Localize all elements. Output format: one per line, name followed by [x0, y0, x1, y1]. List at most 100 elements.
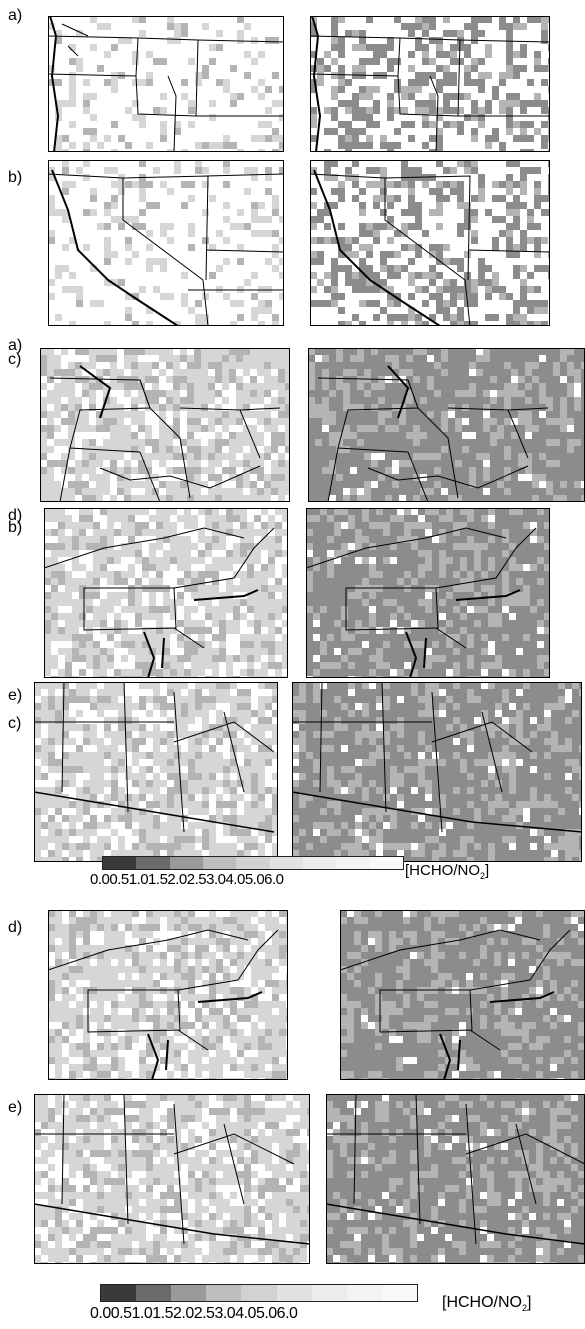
- ratio-cell: [240, 599, 247, 606]
- ratio-cell: [481, 543, 488, 550]
- ratio-cell: [541, 30, 548, 37]
- ratio-cell: [364, 474, 371, 481]
- ratio-cell: [469, 495, 476, 502]
- ratio-cell: [202, 696, 209, 703]
- ratio-cell: [397, 669, 404, 676]
- ratio-cell: [429, 265, 436, 272]
- ratio-cell: [322, 460, 329, 467]
- ratio-cell: [310, 121, 317, 128]
- ratio-cell: [418, 564, 425, 571]
- ratio-cell: [48, 682, 55, 689]
- ratio-cell: [399, 453, 406, 460]
- ratio-cell: [539, 453, 546, 460]
- ratio-cell: [243, 439, 250, 446]
- ratio-cell: [551, 682, 558, 689]
- ratio-cell: [100, 529, 107, 536]
- ratio-cell: [497, 348, 504, 355]
- ratio-cell: [247, 578, 254, 585]
- ratio-cell: [132, 79, 139, 86]
- ratio-cell: [68, 397, 75, 404]
- ratio-cell: [160, 128, 167, 135]
- ratio-cell: [121, 592, 128, 599]
- ratio-cell: [334, 515, 341, 522]
- ratio-cell: [184, 606, 191, 613]
- ratio-cell: [439, 717, 446, 724]
- ratio-cell: [420, 369, 427, 376]
- ratio-cell: [62, 160, 69, 167]
- ratio-cell: [523, 508, 530, 515]
- ratio-cell: [441, 348, 448, 355]
- ratio-cell: [408, 314, 415, 321]
- ratio-cell: [546, 383, 553, 390]
- ratio-cell: [258, 682, 265, 689]
- ratio-cell: [34, 843, 41, 850]
- ratio-cell: [308, 481, 315, 488]
- ratio-cell: [209, 773, 216, 780]
- ratio-cell: [499, 181, 506, 188]
- ratio-cell: [502, 710, 509, 717]
- ratio-cell: [404, 703, 411, 710]
- ratio-cell: [44, 508, 51, 515]
- ratio-cell: [376, 676, 383, 678]
- ratio-cell: [488, 585, 495, 592]
- ratio-cell: [457, 321, 464, 326]
- ratio-cell: [376, 682, 383, 689]
- ratio-cell: [404, 620, 411, 627]
- ratio-cell: [432, 578, 439, 585]
- ratio-cell: [237, 829, 244, 836]
- ratio-cell: [469, 460, 476, 467]
- ratio-cell: [523, 557, 530, 564]
- ratio-cell: [401, 181, 408, 188]
- ratio-cell: [348, 710, 355, 717]
- ratio-cell: [188, 773, 195, 780]
- ratio-cell: [142, 606, 149, 613]
- ratio-cell: [272, 321, 279, 326]
- ratio-cell: [357, 495, 364, 502]
- ratio-cell: [41, 808, 48, 815]
- ratio-cell: [271, 488, 278, 495]
- ratio-cell: [93, 655, 100, 662]
- ratio-cell: [138, 397, 145, 404]
- ratio-cell: [411, 557, 418, 564]
- ratio-cell: [525, 460, 532, 467]
- ratio-cell: [275, 662, 282, 669]
- ratio-cell: [79, 620, 86, 627]
- ratio-cell: [516, 620, 523, 627]
- ratio-cell: [107, 557, 114, 564]
- ratio-cell: [478, 16, 485, 23]
- ratio-cell: [511, 411, 518, 418]
- ratio-cell: [139, 30, 146, 37]
- ratio-cell: [324, 65, 331, 72]
- ratio-cell: [350, 383, 357, 390]
- map-northeast-left: [44, 508, 288, 678]
- ratio-cell: [439, 655, 446, 662]
- ratio-cell: [520, 265, 527, 272]
- ratio-cell: [264, 418, 271, 425]
- ratio-cell: [418, 571, 425, 578]
- ratio-cell: [187, 383, 194, 390]
- ratio-cell: [322, 383, 329, 390]
- ratio-cell: [460, 515, 467, 522]
- ratio-cell: [72, 606, 79, 613]
- ratio-cell: [132, 216, 139, 223]
- ratio-cell: [181, 23, 188, 30]
- ratio-cell: [90, 822, 97, 829]
- ratio-cell: [425, 627, 432, 634]
- ratio-cell: [261, 648, 268, 655]
- ratio-cell: [581, 383, 585, 390]
- ratio-cell: [511, 425, 518, 432]
- ratio-cell: [495, 550, 502, 557]
- ratio-cell: [138, 390, 145, 397]
- ratio-cell: [315, 488, 322, 495]
- ratio-cell: [453, 543, 460, 550]
- ratio-cell: [348, 655, 355, 662]
- ratio-cell: [418, 620, 425, 627]
- ratio-cell: [362, 564, 369, 571]
- ratio-cell: [413, 488, 420, 495]
- ratio-cell: [139, 195, 146, 202]
- ratio-cell: [355, 724, 362, 731]
- ratio-cell: [61, 418, 68, 425]
- ratio-cell: [76, 808, 83, 815]
- ratio-cell: [237, 815, 244, 822]
- ratio-cell: [251, 766, 258, 773]
